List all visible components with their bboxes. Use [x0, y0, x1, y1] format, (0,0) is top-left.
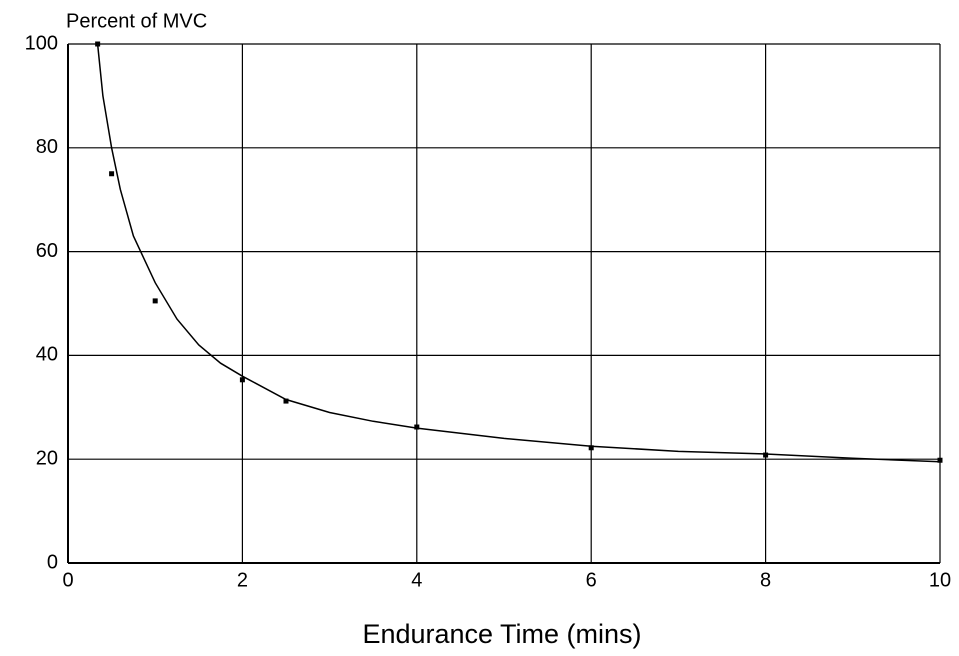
y-tick-label: 60: [36, 240, 58, 262]
y-tick-label: 80: [36, 136, 58, 158]
x-tick-label: 4: [411, 569, 422, 591]
x-tick-label: 0: [62, 569, 73, 591]
y-tick-label: 0: [47, 551, 58, 573]
x-axis-label: Endurance Time (mins): [362, 619, 641, 649]
data-point: [763, 452, 769, 458]
data-point: [414, 424, 420, 430]
data-point: [152, 298, 158, 304]
data-point: [283, 398, 289, 404]
data-point: [239, 377, 245, 383]
y-axis-label: Percent of MVC: [66, 10, 207, 32]
data-point: [588, 445, 594, 451]
data-point: [937, 457, 943, 463]
x-tick-label: 8: [760, 569, 771, 591]
x-tick-label: 10: [929, 569, 951, 591]
y-tick-label: 20: [36, 447, 58, 469]
fit-curve: [96, 43, 941, 463]
y-tick-label: 100: [25, 32, 58, 54]
x-tick-label: 6: [586, 569, 597, 591]
y-tick-label: 40: [36, 344, 58, 366]
data-point: [109, 171, 115, 177]
x-tick-label: 2: [237, 569, 248, 591]
